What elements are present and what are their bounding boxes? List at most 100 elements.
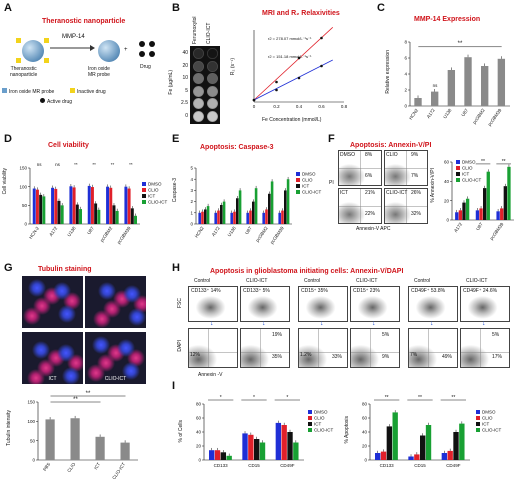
y-tick-label: 0 [404,104,407,109]
bar [479,208,483,220]
eq-ferumoxytol: r2 = 278.07 mmol/L⁻¹s⁻¹ [268,36,312,41]
legend-label: CLIO [302,178,313,183]
gate-arrow-icon: ↓ [430,320,434,327]
tubulin-micrograph: Control [22,276,83,328]
dapi-percent: 33% [332,354,343,360]
bar [503,186,507,220]
bar [112,205,116,224]
bar [222,201,226,224]
mri-phantom-well [193,48,204,59]
legend-label: ICT [462,172,470,177]
sig-label: ** [74,162,78,167]
conc-label: 5 [185,87,188,94]
eq-clio-ict: r2 = 151.18 mmol/L⁻¹s⁻¹ [268,54,312,59]
legend-swatch [456,172,460,176]
legend-swatch [308,416,312,420]
legend-label: ICT [148,194,156,199]
gate-arrow-icon: ↓ [482,320,486,327]
probe-swatch [2,88,7,93]
data-point [297,56,301,60]
x-tick-label: CD15 [248,463,260,468]
bar [87,185,91,224]
y-tick-label: 60 [196,416,202,421]
gate-arrow-icon: ↓ [320,320,324,327]
legend-probe: Iron oxide MR probe [2,88,54,95]
bar [217,210,220,224]
bar [483,188,487,220]
legend-label: DMSO [482,410,496,415]
y-tick-label: 50 [22,203,28,208]
y-tick-label: 60 [362,416,368,421]
facs-dapi-plot [298,328,348,368]
legend-swatch [308,410,312,414]
bar [281,425,287,460]
bar [475,210,480,220]
facs-gate-plot: CD49F⁺ 53.8% [408,286,458,322]
legend-swatch [142,182,146,186]
legend-swatch [296,190,300,194]
chart-i-cells: 0 20 40 60 80 CD133 CD15 CD49F * * * DMSOCLIOICTCLI… [196,395,334,468]
dapi-percent: 7% [410,352,418,358]
bar [57,200,61,224]
y-tick-label: 4 [404,72,407,77]
legend-label: DMSO [148,182,162,187]
x-tick-label: CLIO-ICT [111,462,126,481]
bar [275,422,282,460]
y-tick-label: 100 [19,184,27,189]
data-point [275,88,278,92]
bar [220,204,223,224]
dapi-percent: 12% [190,352,201,358]
x-tick-label: 0.6 [318,104,325,109]
panel-e-title: Apoptosis: Caspase-3 [200,144,274,151]
y-tick-label: 80 [362,402,368,407]
facs-condition-label: Control [304,278,321,284]
mri-phantom-well [207,85,218,97]
fit-line [253,59,333,101]
plus-sign: + [124,47,128,53]
panel-letter-a: A [4,2,12,14]
x-tick-label: U87 [475,221,484,231]
sig-label: ** [385,395,389,401]
bar [507,166,511,220]
y-tick-label: 20 [362,444,368,449]
e-ylabel: Caspase-3 [172,178,178,203]
legend-swatch [476,410,480,414]
bar [284,190,287,224]
sig-label: ** [481,159,485,165]
sig-label: ** [502,159,506,165]
sig-label: ** [129,162,133,167]
active-swatch [40,98,45,103]
i-ylabel-2: % Apoptosis [344,416,350,444]
facs-condition-label: CLIO-ICT [466,278,488,284]
bar [465,198,470,220]
bar [481,66,489,106]
legend-label: CLIO-ICT [462,178,482,183]
bar [106,186,110,224]
x-tick-label: A172 [453,221,463,233]
bar [441,453,448,460]
bar [79,209,82,224]
bar [459,423,465,460]
quadrant-name: DMSO [340,152,355,158]
bar [94,203,98,224]
facs-quadrants: DMSO 8% 6% CLIO 9% 7% ICT 21% 22% CLIO-ICT 26% 32% [338,150,428,224]
conc-label: 20 [182,62,188,69]
conc-labels: 40 20 10 5 2.5 0 [180,47,188,123]
panel-letter-e: E [172,133,180,145]
sig-label: ns [37,162,43,167]
bar [254,188,258,224]
legend-label: DMSO [302,172,316,177]
bar [97,209,101,224]
sig-label: ** [458,41,463,47]
bar [134,215,137,224]
data-point [252,98,256,102]
bar [425,425,432,460]
facs-dapi-plot [350,328,400,368]
data-point [320,64,323,68]
gate-percent: CD49F⁺ 24.6% [463,288,498,294]
x-tick-label: A172 [211,225,221,237]
y-tick-label: 0 [24,222,27,227]
facs-plots: Control CD133⁺ 14% ↓ CLIO-ICT CD133⁺ 5% ↓ 12% 1… [188,278,518,370]
g-ylabel: Tubulin intensity [6,410,12,446]
gate-percent: CD15⁺ 23% [353,288,380,294]
